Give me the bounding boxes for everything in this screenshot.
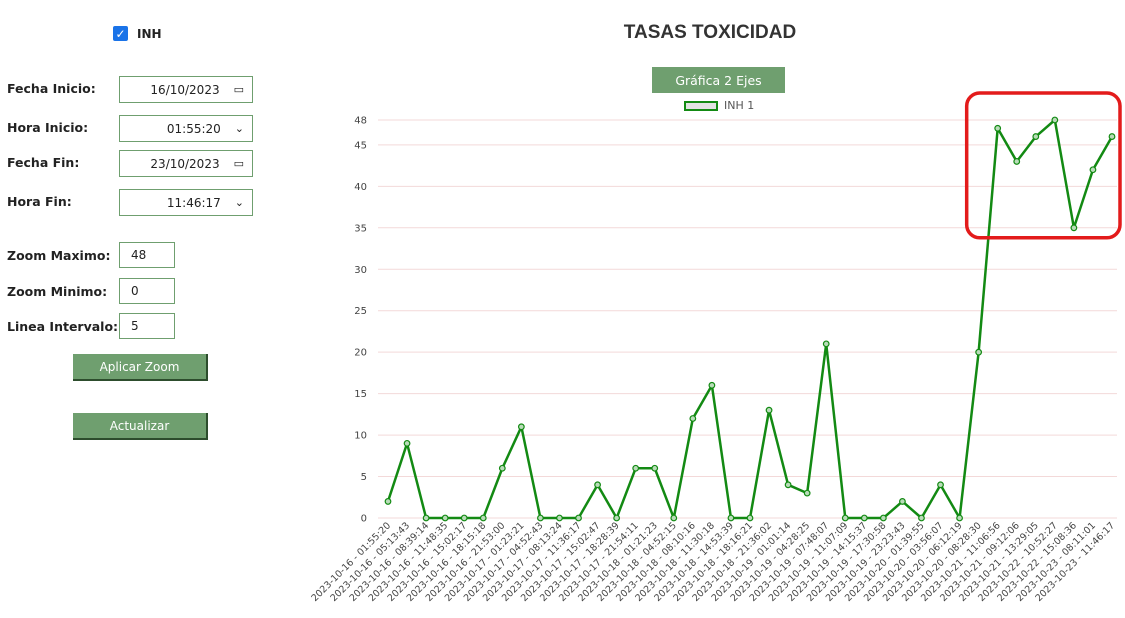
inh-filter[interactable]: ✓ INH [113, 26, 162, 41]
data-point [975, 348, 983, 356]
actualizar-button[interactable]: Actualizar [73, 413, 208, 440]
data-point [746, 514, 754, 522]
chevron-down-icon[interactable]: ⌄ [234, 122, 244, 135]
data-point [517, 423, 525, 431]
data-point [1089, 166, 1097, 174]
data-point [613, 514, 621, 522]
hora-fin-label: Hora Fin: [7, 194, 72, 209]
hora-inicio-value: 01:55:20 [166, 121, 221, 136]
data-point [594, 481, 601, 489]
data-point [422, 514, 430, 522]
zoom-minimo-label: Zoom Minimo: [7, 284, 108, 299]
data-point [403, 439, 411, 447]
fecha-inicio-field[interactable]: 16/10/2023 ▭ [119, 76, 253, 103]
data-point [537, 514, 544, 522]
hora-inicio-select[interactable]: 01:55:20 ⌄ [119, 115, 253, 142]
data-point [670, 514, 678, 522]
y-tick-label: 30 [354, 265, 367, 276]
data-point [1070, 224, 1078, 232]
hora-inicio-label: Hora Inicio: [7, 120, 89, 135]
fecha-fin-field[interactable]: 23/10/2023 ▭ [119, 150, 253, 177]
fecha-fin-value: 23/10/2023 [150, 156, 220, 171]
chart-legend[interactable]: INH 1 [684, 99, 754, 112]
data-point [1032, 133, 1040, 140]
y-tick-label: 0 [361, 514, 367, 525]
data-point [1108, 133, 1116, 140]
data-point [632, 464, 640, 472]
data-point [860, 514, 868, 522]
data-point [689, 415, 697, 422]
data-point [765, 406, 773, 414]
data-point [556, 514, 563, 522]
zoom-minimo-input[interactable]: 0 [119, 278, 175, 304]
chart-title: TASAS TOXICIDAD [623, 22, 797, 43]
highlight-box [964, 91, 1122, 240]
y-tick-label: 35 [354, 223, 367, 234]
data-point [994, 124, 1002, 132]
zoom-maximo-label: Zoom Maximo: [7, 248, 111, 263]
data-point [575, 514, 582, 522]
data-point [879, 514, 887, 522]
data-point [708, 381, 716, 389]
hora-fin-select[interactable]: 11:46:17 ⌄ [119, 189, 253, 216]
data-point [479, 514, 487, 522]
data-point [1051, 116, 1059, 124]
grafica-2-ejes-button[interactable]: Gráfica 2 Ejes [652, 67, 785, 93]
y-tick-label: 5 [361, 472, 367, 483]
calendar-icon[interactable]: ▭ [233, 157, 244, 170]
series-line-inh-1 [386, 118, 1114, 520]
data-point [1013, 158, 1021, 165]
zoom-maximo-input[interactable]: 48 [119, 242, 175, 268]
data-point [918, 514, 925, 522]
linea-intervalo-input[interactable]: 5 [119, 313, 175, 339]
data-point [460, 514, 468, 522]
legend-label: INH 1 [724, 99, 755, 112]
y-tick-label: 20 [354, 348, 367, 359]
fecha-fin-label: Fecha Fin: [7, 155, 80, 170]
y-tick-label: 25 [354, 306, 367, 317]
y-tick-label: 45 [354, 140, 367, 151]
data-point [822, 340, 830, 348]
aplicar-zoom-button[interactable]: Aplicar Zoom [73, 354, 208, 381]
data-point [956, 514, 963, 522]
hora-fin-value: 11:46:17 [166, 195, 221, 210]
data-point [727, 514, 735, 522]
y-tick-label: 48 [354, 116, 367, 127]
control-panel: ✓ INH Fecha Inicio: 16/10/2023 ▭ Hora In… [0, 0, 300, 618]
data-point [441, 514, 449, 522]
linea-intervalo-label: Linea Intervalo: [7, 319, 119, 334]
data-point [899, 498, 906, 505]
legend-swatch [684, 100, 718, 111]
fecha-inicio-value: 16/10/2023 [150, 82, 220, 97]
y-tick-label: 40 [354, 182, 367, 193]
data-point [498, 464, 506, 472]
inh-label: INH [137, 26, 162, 41]
inh-checkbox[interactable]: ✓ [113, 26, 128, 41]
data-point [803, 489, 811, 497]
data-point [784, 481, 792, 489]
chevron-down-icon[interactable]: ⌄ [234, 196, 244, 209]
y-tick-label: 10 [354, 431, 367, 442]
y-tick-label: 15 [354, 389, 367, 400]
data-point [384, 498, 392, 505]
data-point [841, 514, 849, 522]
data-point [651, 464, 659, 472]
fecha-inicio-label: Fecha Inicio: [7, 81, 96, 96]
data-point [937, 481, 944, 489]
calendar-icon[interactable]: ▭ [233, 83, 244, 96]
